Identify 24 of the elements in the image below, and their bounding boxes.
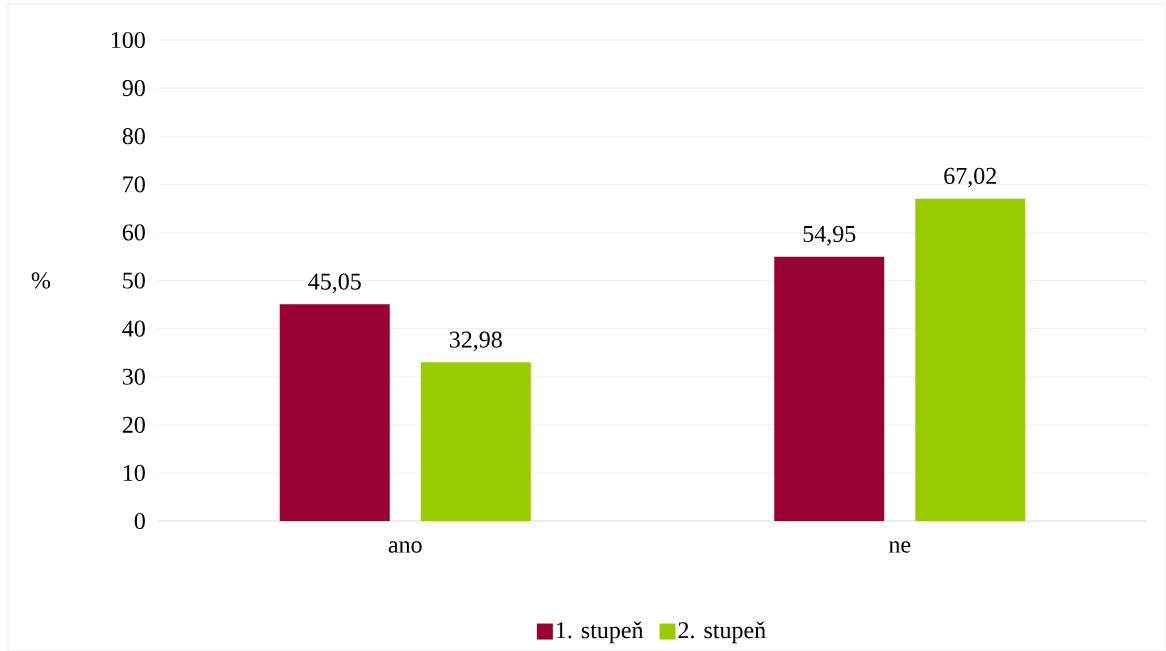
y-tick-label: 30 xyxy=(122,368,145,385)
bar xyxy=(279,304,390,522)
data-label: 54,95 xyxy=(803,225,856,246)
bar xyxy=(774,256,885,522)
y-axis-title: % xyxy=(31,272,51,289)
y-tick-label: 70 xyxy=(123,176,145,193)
x-tick-label: ne xyxy=(888,541,911,553)
data-label: 45,05 xyxy=(308,273,361,294)
y-tick-label: 80 xyxy=(122,128,145,145)
y-tick-label: 90 xyxy=(122,80,145,97)
bar xyxy=(915,198,1026,522)
x-tick-label: ano xyxy=(388,541,422,553)
y-tick-label: 0 xyxy=(134,512,145,530)
data-label: 67,02 xyxy=(944,167,996,188)
legend-label: 2. stupeň xyxy=(678,621,766,644)
y-tick-label: 10 xyxy=(123,464,145,482)
y-tick-label: 40 xyxy=(122,320,145,337)
legend-label: 1. stupeň xyxy=(556,621,644,644)
data-label: 32,98 xyxy=(449,331,502,352)
y-tick-label: 100 xyxy=(111,31,145,49)
bar xyxy=(420,362,531,522)
y-tick-label: 60 xyxy=(122,224,145,241)
y-tick-label: 50 xyxy=(123,272,145,289)
y-tick-label: 20 xyxy=(122,416,145,433)
